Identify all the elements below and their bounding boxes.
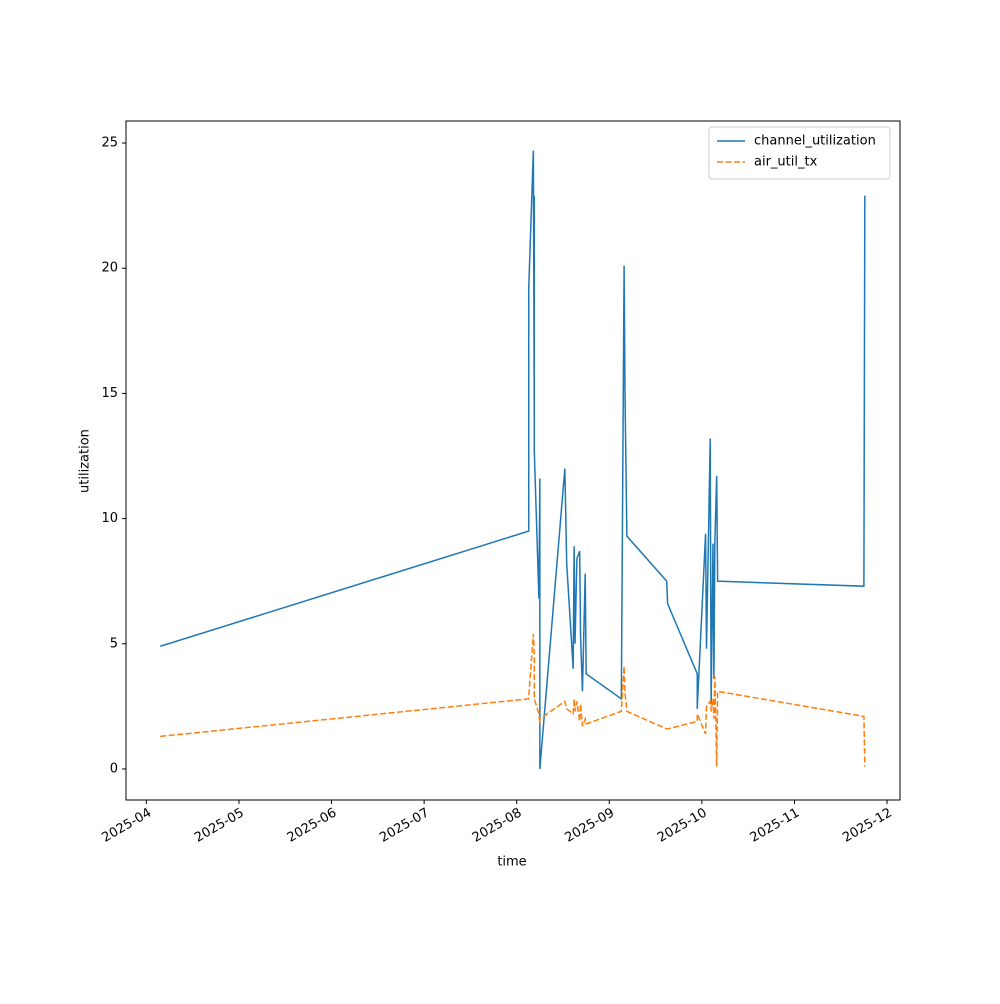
legend-label: channel_utilization: [754, 134, 876, 149]
y-tick-label: 0: [110, 761, 118, 776]
x-axis-label: time: [497, 855, 526, 870]
x-tick-label: 2025-09: [562, 806, 617, 846]
x-tick-label: 2025-11: [748, 806, 803, 846]
y-axis-label: utilization: [78, 429, 93, 493]
x-tick-label: 2025-06: [285, 806, 340, 846]
y-tick-label: 15: [101, 386, 118, 401]
x-tick-label: 2025-08: [470, 806, 525, 846]
legend-label: air_util_tx: [754, 155, 818, 170]
y-tick-label: 25: [101, 136, 118, 151]
x-tick-label: 2025-07: [377, 806, 432, 846]
x-tick-label: 2025-04: [100, 806, 155, 846]
y-tick-label: 5: [110, 636, 118, 651]
x-tick-label: 2025-12: [840, 806, 895, 846]
plot-frame: [125, 120, 901, 801]
legend-box: [708, 126, 891, 180]
y-tick-label: 10: [101, 511, 118, 526]
x-tick-label: 2025-10: [655, 806, 710, 846]
y-tick-label: 20: [101, 261, 118, 276]
series-line: [160, 633, 866, 767]
x-tick-label: 2025-05: [192, 806, 247, 846]
series-line: [160, 150, 866, 770]
